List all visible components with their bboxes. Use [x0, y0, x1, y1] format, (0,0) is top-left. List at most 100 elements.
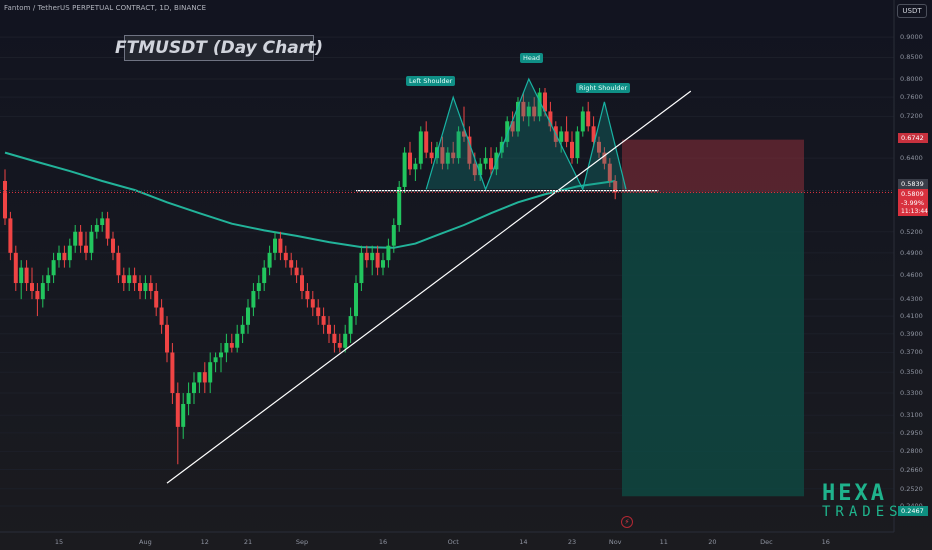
candle [570, 141, 574, 159]
candle [375, 252, 380, 268]
price-tick: 0.2520 [900, 484, 923, 493]
candle [543, 92, 547, 112]
candle [224, 343, 229, 353]
candle [483, 158, 488, 164]
candle [181, 403, 186, 427]
candle [165, 324, 169, 353]
time-tick: Dec [760, 538, 773, 546]
candle [418, 131, 423, 164]
time-tick: 20 [708, 538, 717, 546]
price-tick: 0.8000 [900, 74, 923, 83]
time-tick: 21 [243, 538, 253, 546]
candle [143, 283, 148, 292]
stop-price-tag: 0.6742 [898, 133, 928, 143]
candle [132, 275, 137, 284]
candle [46, 275, 51, 284]
candle [283, 252, 288, 261]
candle [121, 275, 126, 284]
candle [321, 316, 326, 325]
price-tick: 0.3100 [900, 411, 923, 420]
lightning-icon[interactable]: ⚡ [621, 516, 633, 528]
candle [78, 231, 83, 246]
head-shoulders-outline [425, 77, 627, 192]
time-tick: 14 [519, 538, 528, 546]
price-tick: 0.5200 [900, 227, 923, 236]
price-tick: 0.3700 [900, 348, 923, 357]
candle [429, 152, 434, 159]
stop-loss-zone [622, 139, 804, 193]
head-shoulders-pattern [426, 78, 626, 190]
candle [354, 283, 358, 317]
time-tick: 23 [567, 538, 577, 546]
candle [521, 101, 526, 117]
candle [516, 101, 520, 132]
candle [391, 225, 396, 246]
candle [564, 131, 569, 142]
candle-countdown-tag: 11:13:44 [898, 206, 928, 216]
candle [337, 343, 342, 348]
candle [40, 283, 45, 300]
candle [305, 291, 310, 300]
candle [489, 158, 493, 170]
candle [251, 291, 256, 308]
candle [613, 181, 618, 193]
candle [100, 218, 105, 226]
candle [451, 152, 456, 159]
current-price-tag: 0.5809 [898, 189, 928, 199]
price-tick: 0.3300 [900, 389, 923, 398]
candle [267, 252, 272, 268]
candle [478, 163, 483, 176]
price-tick: 0.2950 [900, 428, 923, 437]
candle [235, 333, 240, 348]
chart-title: FTMUSDT (Day Chart) [115, 35, 323, 61]
candle [278, 238, 283, 253]
candle [505, 121, 510, 142]
candle [35, 291, 40, 300]
candle [364, 252, 369, 261]
candle [84, 245, 88, 253]
candle [294, 267, 299, 276]
price-change-tag: -3.99% [898, 198, 928, 208]
logo-line-2: TRADES [822, 504, 903, 521]
candle [526, 106, 531, 117]
candle [386, 245, 391, 261]
candle [62, 252, 67, 261]
candle [537, 92, 542, 117]
candle [424, 131, 429, 153]
candle [262, 267, 267, 284]
price-tick: 0.3900 [900, 329, 923, 338]
candle [310, 299, 315, 308]
moving-average-line [4, 151, 616, 249]
candle [316, 307, 321, 317]
candle [607, 163, 612, 182]
candle [8, 218, 13, 253]
time-tick: 12 [200, 538, 209, 546]
price-tick: 0.4600 [900, 271, 923, 280]
candle [472, 163, 477, 176]
candle [105, 218, 110, 239]
hexa-trades-logo: HEXA TRADES [822, 482, 903, 520]
symbol-title: Fantom / TetherUS PERPETUAL CONTRACT, 1D… [4, 4, 207, 12]
candle [359, 252, 364, 284]
price-tick: 0.2800 [900, 447, 923, 456]
candle [559, 131, 564, 142]
candle [456, 131, 461, 159]
currency-button[interactable]: USDT [897, 4, 927, 18]
head-label: Head [520, 53, 543, 63]
candle [246, 307, 250, 325]
candle [159, 307, 164, 325]
price-tick: 0.4100 [900, 312, 923, 321]
candle [413, 163, 418, 170]
candle [89, 231, 94, 253]
candle [332, 333, 337, 344]
time-tick: 15 [54, 538, 64, 546]
candle [408, 152, 412, 170]
candle [273, 238, 277, 253]
candle [229, 343, 234, 348]
candle [586, 111, 591, 127]
candle [170, 352, 175, 394]
candle [148, 283, 153, 292]
candle [219, 352, 223, 358]
